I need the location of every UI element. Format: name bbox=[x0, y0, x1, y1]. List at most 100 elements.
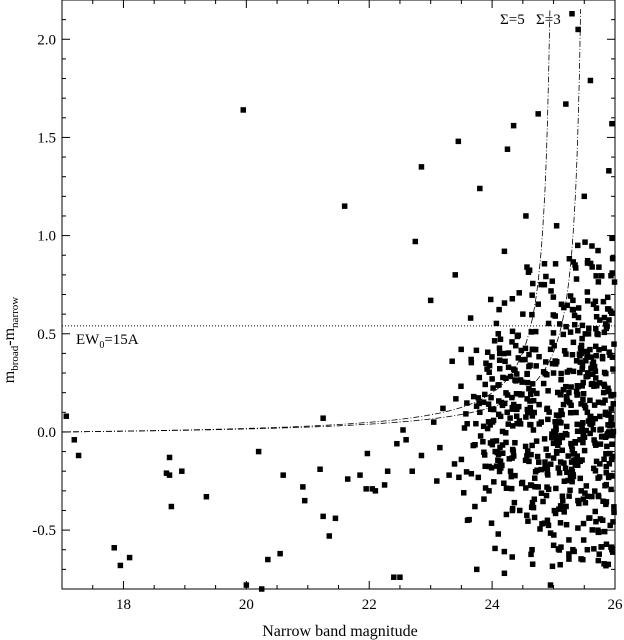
data-point bbox=[524, 264, 530, 270]
data-point bbox=[524, 512, 530, 519]
data-point bbox=[568, 443, 575, 449]
data-point bbox=[596, 380, 603, 386]
data-point bbox=[509, 328, 516, 335]
data-point bbox=[574, 421, 580, 428]
data-point bbox=[572, 440, 579, 446]
data-point bbox=[512, 439, 518, 446]
data-point bbox=[595, 399, 602, 406]
data-point bbox=[484, 366, 490, 372]
data-point bbox=[505, 364, 512, 371]
data-point bbox=[593, 518, 599, 525]
data-point bbox=[578, 488, 584, 494]
data-point bbox=[527, 404, 534, 411]
data-point bbox=[510, 401, 517, 408]
data-point bbox=[550, 330, 557, 336]
data-point bbox=[481, 496, 487, 502]
data-point bbox=[576, 500, 582, 507]
data-point bbox=[486, 362, 493, 369]
data-point bbox=[538, 466, 544, 473]
data-point bbox=[507, 373, 514, 380]
data-point bbox=[561, 509, 567, 515]
data-point bbox=[523, 414, 529, 420]
data-point bbox=[567, 487, 573, 494]
data-point bbox=[600, 498, 606, 504]
data-point bbox=[577, 475, 584, 482]
data-point bbox=[523, 213, 529, 219]
data-point bbox=[364, 450, 371, 457]
data-point bbox=[551, 507, 558, 514]
data-point bbox=[589, 361, 596, 368]
data-point bbox=[577, 369, 583, 376]
data-point bbox=[611, 509, 617, 516]
data-point bbox=[477, 433, 484, 439]
data-point bbox=[606, 388, 612, 395]
data-point bbox=[553, 450, 560, 456]
data-point bbox=[570, 297, 576, 304]
data-point bbox=[609, 235, 615, 242]
data-point bbox=[527, 391, 534, 398]
data-point bbox=[569, 468, 576, 475]
data-point bbox=[585, 373, 591, 380]
data-point bbox=[586, 325, 592, 332]
data-point bbox=[509, 339, 515, 345]
data-point bbox=[549, 339, 555, 345]
data-point bbox=[579, 457, 585, 463]
data-point bbox=[601, 381, 607, 388]
data-point bbox=[579, 366, 585, 372]
data-point bbox=[607, 522, 613, 529]
data-point bbox=[403, 437, 409, 443]
data-point bbox=[574, 462, 581, 469]
data-point bbox=[582, 500, 589, 506]
data-point bbox=[430, 419, 437, 425]
data-point bbox=[584, 409, 591, 416]
data-point bbox=[567, 474, 574, 480]
data-point bbox=[581, 447, 588, 454]
y-tick-label: 1.5 bbox=[37, 130, 56, 146]
data-point bbox=[575, 497, 581, 504]
data-point bbox=[584, 352, 590, 359]
data-point bbox=[524, 371, 530, 378]
data-point bbox=[117, 562, 124, 569]
data-point bbox=[600, 389, 607, 396]
data-point bbox=[584, 260, 591, 266]
data-point bbox=[491, 338, 498, 344]
data-point bbox=[557, 520, 564, 526]
data-point bbox=[427, 297, 434, 304]
data-point bbox=[504, 392, 511, 398]
data-point bbox=[499, 428, 506, 435]
data-point bbox=[607, 308, 614, 315]
data-point bbox=[574, 392, 580, 398]
data-point bbox=[574, 242, 581, 249]
data-point bbox=[575, 327, 581, 334]
data-point bbox=[559, 411, 565, 418]
data-point bbox=[516, 391, 523, 397]
data-point bbox=[606, 168, 612, 174]
data-point bbox=[558, 301, 565, 308]
data-point bbox=[480, 399, 487, 405]
data-point bbox=[418, 164, 425, 170]
data-point bbox=[566, 399, 573, 406]
data-point bbox=[567, 409, 574, 416]
data-point bbox=[591, 402, 598, 408]
data-point bbox=[497, 365, 503, 372]
data-point bbox=[524, 396, 530, 402]
data-point bbox=[557, 561, 563, 568]
data-point bbox=[588, 365, 594, 372]
data-point bbox=[488, 520, 495, 526]
data-point bbox=[529, 442, 535, 449]
data-point bbox=[552, 361, 559, 367]
data-point bbox=[538, 490, 545, 496]
data-point bbox=[597, 413, 603, 420]
x-tick-label: 18 bbox=[116, 597, 131, 613]
data-point bbox=[558, 420, 564, 426]
data-point bbox=[522, 345, 529, 352]
data-point bbox=[540, 380, 547, 387]
data-point bbox=[587, 346, 593, 353]
data-point bbox=[458, 456, 465, 463]
data-point bbox=[489, 354, 495, 360]
data-point bbox=[541, 281, 548, 288]
data-point bbox=[583, 348, 589, 355]
data-point bbox=[496, 468, 503, 475]
data-point bbox=[595, 557, 602, 564]
data-point bbox=[532, 328, 539, 335]
